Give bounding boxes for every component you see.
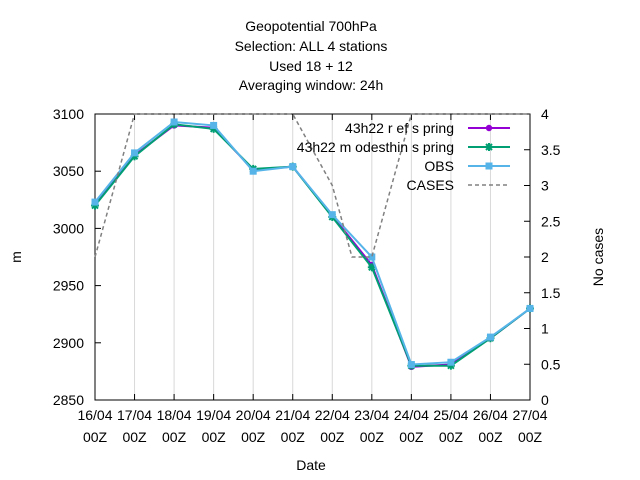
legend-label: 43h22 r ef s pring xyxy=(345,120,454,136)
series-cases xyxy=(94,113,530,258)
legend-entry-cases: CASES xyxy=(407,177,510,193)
x-tick-label-date: 18/04 xyxy=(157,407,192,423)
legend: 43h22 r ef s pring 43h22 m odesthin s pri… xyxy=(297,120,510,193)
x-tick-label-date: 19/04 xyxy=(196,407,231,423)
data-point-obs xyxy=(368,253,376,261)
x-tick-label-date: 22/04 xyxy=(315,407,350,423)
data-point-obs xyxy=(170,118,178,126)
y2-tick-label: 0 xyxy=(541,392,549,408)
y-tick-label: 3100 xyxy=(53,106,84,122)
title-line-3: Used 18 + 12 xyxy=(269,58,353,74)
grid xyxy=(134,114,491,400)
legend-entry-obs: OBS xyxy=(424,158,510,174)
y2-tick-label: 1.5 xyxy=(541,285,561,301)
x-tick-label-hour: 00Z xyxy=(518,429,543,445)
x-tick-label-date: 25/04 xyxy=(433,407,468,423)
series-line-obs xyxy=(94,120,531,366)
data-point-obs xyxy=(249,167,257,175)
series-line-43h22-modesthin-spring xyxy=(94,123,531,367)
legend-marker xyxy=(485,124,493,132)
y2-tick-label: 1 xyxy=(541,321,549,337)
x-tick-label-date: 21/04 xyxy=(275,407,310,423)
x-axis-label: Date xyxy=(296,457,326,473)
x-tick-label-date: 16/04 xyxy=(77,407,112,423)
y-tick-label: 3000 xyxy=(53,220,84,236)
x-tick-label-date: 20/04 xyxy=(236,407,271,423)
legend-entry-43h22-ref-spring: 43h22 r ef s pring xyxy=(345,120,510,136)
y-tick-label: 3050 xyxy=(53,163,84,179)
x-tick-label-date: 24/04 xyxy=(394,407,429,423)
y-tick-label: 2900 xyxy=(53,335,84,351)
series-line-43h22-ref-spring xyxy=(94,124,531,368)
y2-tick-label: 2 xyxy=(541,249,549,265)
x-tick-label-date: 27/04 xyxy=(512,407,547,423)
data-point-obs xyxy=(91,198,99,206)
data-point-obs xyxy=(328,211,336,219)
x-tick-label-hour: 00Z xyxy=(202,429,227,445)
x-tick-label-hour: 00Z xyxy=(478,429,503,445)
axes: 16/04 00Z 17/04 00Z 18/04 00Z 19/04 00Z 20/04 00Z… xyxy=(53,106,561,445)
x-tick-label-hour: 00Z xyxy=(83,429,108,445)
series-line-cases xyxy=(94,113,530,258)
series-obs xyxy=(91,118,534,369)
legend-label: CASES xyxy=(407,177,454,193)
x-tick-label-hour: 00Z xyxy=(399,429,424,445)
title-line-1: Geopotential 700hPa xyxy=(245,18,377,34)
data-point-obs xyxy=(210,121,218,129)
x-tick-label-hour: 00Z xyxy=(439,429,464,445)
series-layer xyxy=(91,113,534,371)
data-point-obs xyxy=(486,333,494,341)
y-tick-label: 2950 xyxy=(53,278,84,294)
series-43h22-ref-spring xyxy=(91,122,534,371)
data-point-obs xyxy=(131,149,139,157)
data-point-obs xyxy=(447,358,455,366)
x-tick-label-date: 17/04 xyxy=(117,407,152,423)
data-point-obs xyxy=(289,163,297,171)
title-line-2: Selection: ALL 4 stations xyxy=(235,38,388,54)
chart-title: Geopotential 700hPa Selection: ALL 4 sta… xyxy=(235,18,388,93)
title-line-4: Averaging window: 24h xyxy=(239,77,384,93)
y2-tick-label: 0.5 xyxy=(541,356,561,372)
x-tick-label-hour: 00Z xyxy=(162,429,187,445)
y2-axis-label: No cases xyxy=(590,228,606,286)
x-tick-label-hour: 00Z xyxy=(360,429,385,445)
legend-marker xyxy=(485,143,493,151)
data-point-obs xyxy=(407,361,415,369)
legend-label: OBS xyxy=(424,158,454,174)
x-tick-label-date: 23/04 xyxy=(354,407,389,423)
y2-tick-label: 3.5 xyxy=(541,142,561,158)
x-tick-label-hour: 00Z xyxy=(122,429,147,445)
legend-entry-43h22-modesthin-spring: 43h22 m odesthin s pring xyxy=(297,139,510,155)
y2-tick-label: 3 xyxy=(541,178,549,194)
y2-tick-label: 2.5 xyxy=(541,213,561,229)
x-tick-label-date: 26/04 xyxy=(473,407,508,423)
x-tick-label-hour: 00Z xyxy=(241,429,266,445)
y-axis-label: m xyxy=(8,251,24,263)
y-tick-label: 2850 xyxy=(53,392,84,408)
series-43h22-modesthin-spring xyxy=(91,120,534,370)
y2-tick-label: 4 xyxy=(541,106,549,122)
legend-label: 43h22 m odesthin s pring xyxy=(297,139,454,155)
data-point-obs xyxy=(526,304,534,312)
legend-marker xyxy=(485,162,493,170)
x-tick-label-hour: 00Z xyxy=(320,429,345,445)
x-tick-label-hour: 00Z xyxy=(281,429,306,445)
